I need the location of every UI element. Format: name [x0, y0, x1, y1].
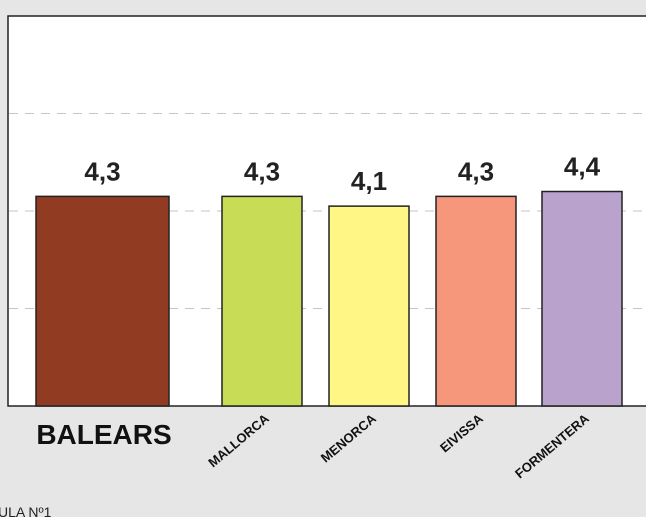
footer-text: ULA Nº1 [0, 504, 52, 517]
bar-menorca [328, 205, 410, 407]
value-label: 4,3 [84, 156, 120, 186]
value-label: 4,3 [244, 156, 280, 186]
bar-mallorca [221, 195, 303, 407]
category-label: MENORCA [318, 410, 380, 465]
category-label: MALLORCA [205, 410, 272, 470]
value-label: 4,3 [458, 156, 494, 186]
gridlines [9, 113, 646, 309]
bar-balears [35, 195, 170, 407]
bars [35, 190, 623, 407]
value-label: 4,1 [351, 166, 387, 196]
category-label: FORMENTERA [512, 410, 592, 481]
value-label: 4,4 [564, 152, 601, 182]
category-label: BALEARS [36, 419, 171, 450]
value-labels: 4,3 4,3 4,1 4,3 4,4 [84, 152, 600, 197]
bar-formentera [541, 190, 623, 407]
bar-eivissa [435, 195, 517, 407]
category-labels: BALEARS MALLORCA MENORCA EIVISSA FORMENTERA [36, 410, 592, 481]
category-label: EIVISSA [437, 410, 486, 455]
